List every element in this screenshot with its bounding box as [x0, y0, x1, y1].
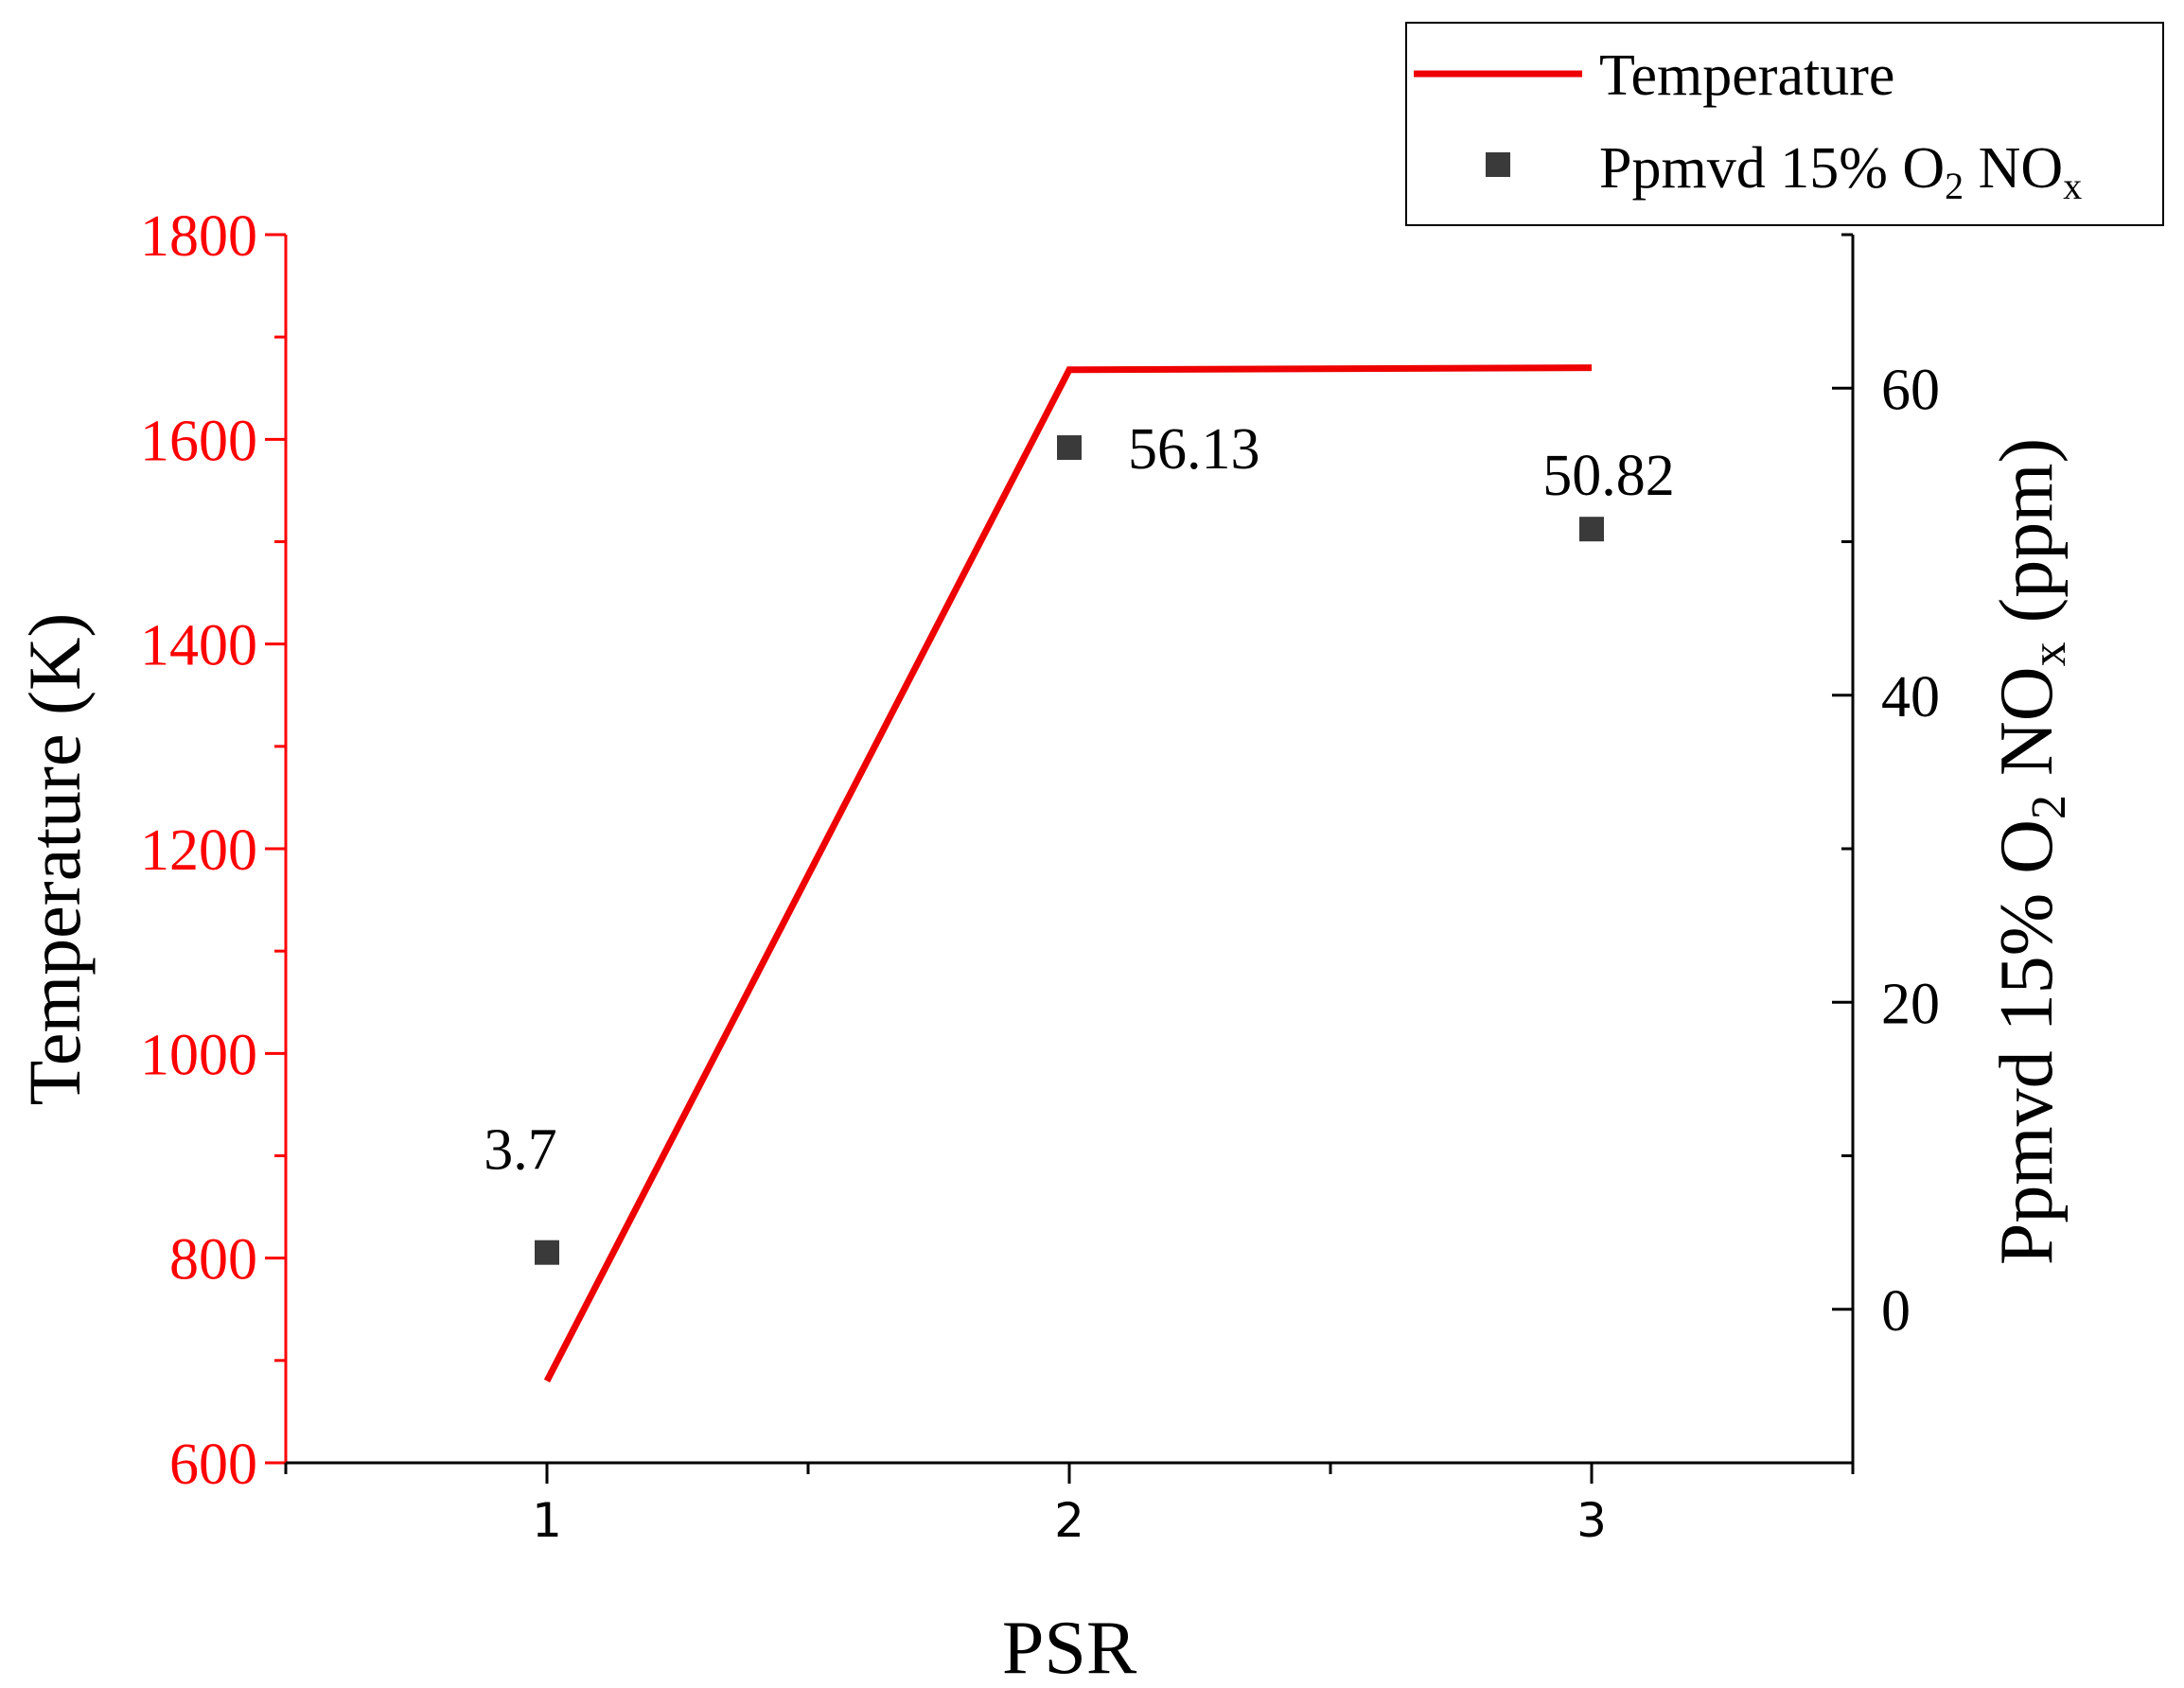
- x-axis-label: PSR: [1002, 1607, 1137, 1688]
- left-tick-label: 1800: [140, 204, 257, 269]
- left-axis-ticks: 600 800 1000 1200 1400 1600 1800: [140, 204, 286, 1497]
- legend-nox-sub1: 2: [1945, 165, 1964, 207]
- nox-data-label: 56.13: [1128, 417, 1260, 482]
- right-axis-ticks: 0 20 40 60: [1832, 233, 1940, 1465]
- x-tick-label: 2: [1054, 1493, 1084, 1548]
- nox-point: [1057, 435, 1082, 461]
- legend-nox-main: Ppmvd 15% O: [1599, 136, 1945, 201]
- legend-box: [1405, 22, 2164, 226]
- right-tick-label: 20: [1881, 972, 1940, 1036]
- legend-nox-label: Ppmvd 15% O2 NOx: [1599, 136, 2082, 207]
- legend: Temperature Ppmvd 15% O2 NOx: [1405, 22, 2164, 226]
- x-axis-ticks: 1 2 3: [284, 1463, 1855, 1548]
- left-tick-label: 800: [169, 1228, 257, 1292]
- legend-nox-sub2: x: [2063, 165, 2082, 207]
- left-axis-label: Temperature (K): [13, 613, 96, 1106]
- nox-point: [1579, 517, 1604, 542]
- right-axis-label-main: Ppmvd 15% O: [1985, 819, 2069, 1265]
- left-tick-label: 1200: [140, 818, 257, 883]
- left-tick-label: 1400: [140, 614, 257, 678]
- nox-data-label: 50.82: [1542, 444, 1675, 508]
- legend-nox-marker-swatch: [1486, 152, 1510, 177]
- legend-temperature-label: Temperature: [1599, 44, 1894, 108]
- right-tick-label: 60: [1881, 358, 1940, 422]
- x-tick-label: 1: [532, 1493, 562, 1548]
- right-axis-label-sub1: 2: [2022, 795, 2076, 819]
- right-axis-label-sub2: x: [2022, 642, 2076, 666]
- right-tick-label: 0: [1881, 1279, 1911, 1344]
- left-tick-label: 1600: [140, 409, 257, 473]
- temperature-line: [543, 364, 1593, 1383]
- right-axis-label: Ppmvd 15% O2 NOx (ppm): [1985, 438, 2076, 1265]
- right-axis-label-mid: NO: [1985, 666, 2069, 795]
- right-axis-label-tail: (ppm): [1985, 438, 2069, 642]
- left-tick-label: 1000: [140, 1023, 257, 1087]
- right-tick-label: 40: [1881, 665, 1940, 730]
- left-tick-label: 600: [169, 1433, 257, 1497]
- series-layer: 3.7 56.13 50.82: [484, 364, 1675, 1383]
- x-tick-label: 3: [1576, 1493, 1607, 1548]
- legend-nox-mid: NO: [1964, 136, 2063, 201]
- nox-point: [535, 1240, 559, 1265]
- nox-data-label: 3.7: [484, 1118, 557, 1183]
- axes: [284, 235, 1855, 1465]
